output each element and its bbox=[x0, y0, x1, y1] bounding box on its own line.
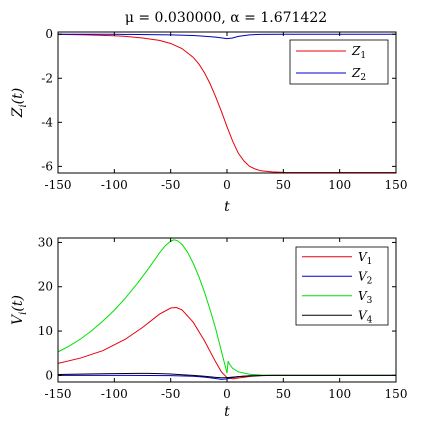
legend-entry-v3: V3 bbox=[358, 289, 373, 306]
y-tick-label: -6 bbox=[41, 159, 53, 173]
x-tick-label: -100 bbox=[101, 387, 128, 401]
x-tick-label: -50 bbox=[161, 387, 180, 401]
v-chart: -150 -100 -50 0 50 100 1500102030tVi(t)V1V2V3V… bbox=[10, 235, 407, 420]
x-tick-label: 0 bbox=[223, 387, 231, 401]
x-axis-label: t bbox=[224, 199, 230, 215]
x-tick-label: -150 bbox=[45, 178, 72, 192]
y-tick-label: -4 bbox=[41, 115, 53, 129]
x-tick-label: 0 bbox=[223, 178, 231, 192]
series-line-v3 bbox=[58, 239, 396, 376]
y-tick-label: 10 bbox=[38, 324, 53, 338]
y-axis-label: Vi(t) bbox=[10, 295, 29, 325]
x-tick-label: 100 bbox=[328, 178, 351, 192]
y-axis-label: Zi(t) bbox=[10, 88, 29, 119]
x-tick-label: 50 bbox=[276, 178, 291, 192]
title-mu: μ = 0.030000 bbox=[125, 10, 222, 26]
legend-entry-z2: Z2 bbox=[351, 66, 366, 83]
x-tick-label: -150 bbox=[45, 387, 72, 401]
x-tick-label: 150 bbox=[385, 387, 408, 401]
series-line-z1 bbox=[58, 33, 396, 173]
title-separator: , bbox=[221, 10, 230, 26]
x-tick-label: 50 bbox=[276, 387, 291, 401]
y-tick-label: 0 bbox=[45, 368, 53, 382]
figure-title: μ = 0.030000, α = 1.671422 bbox=[125, 10, 327, 26]
y-tick-label: -2 bbox=[41, 71, 53, 85]
legend-entry-v2: V2 bbox=[358, 269, 372, 286]
y-tick-label: 0 bbox=[45, 27, 53, 41]
legend-entry-v4: V4 bbox=[358, 308, 373, 325]
legend-box bbox=[289, 39, 389, 85]
x-tick-label: 150 bbox=[385, 178, 408, 192]
x-tick-label: 100 bbox=[328, 387, 351, 401]
x-axis-label: t bbox=[224, 404, 230, 420]
legend: V1 V2 V3 V4 bbox=[295, 246, 389, 326]
x-tick-label: -100 bbox=[101, 178, 128, 192]
series-line-v4 bbox=[58, 372, 396, 379]
legend-entry-v1: V1 bbox=[358, 250, 372, 267]
y-tick-label: 30 bbox=[38, 235, 53, 249]
title-alpha: α = 1.671422 bbox=[230, 10, 327, 26]
series-line-z2 bbox=[58, 33, 396, 40]
y-tick-label: 20 bbox=[38, 280, 53, 294]
legend-box bbox=[295, 246, 389, 326]
x-tick-label: -50 bbox=[161, 178, 180, 192]
legend-entry-z1: Z1 bbox=[351, 44, 366, 61]
